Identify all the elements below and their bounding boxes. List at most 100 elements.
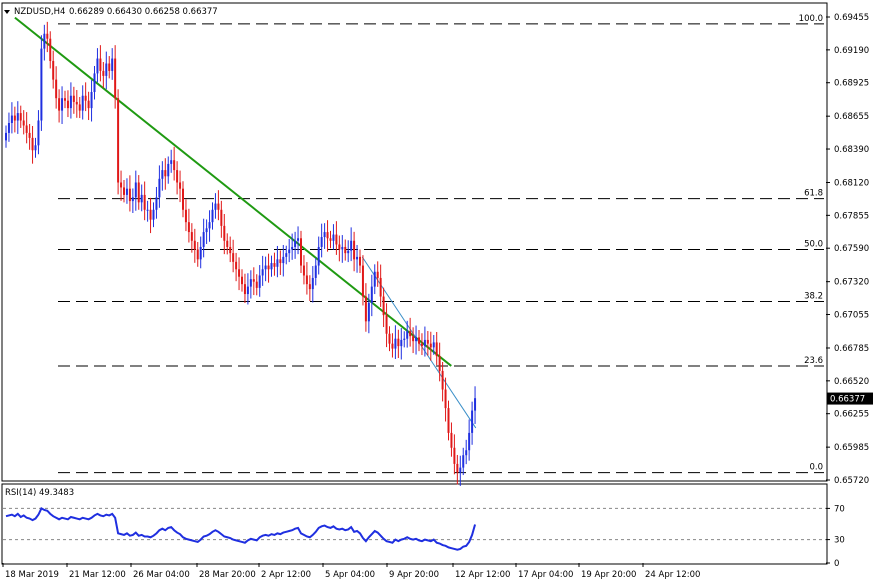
time-tick-label: 2 Apr 12:00: [261, 570, 311, 580]
bear-candle: [217, 190, 220, 221]
bull-candle: [61, 86, 64, 124]
price-tick-label: 0.65720: [834, 476, 869, 486]
rsi-header: RSI(14) 49.3483: [5, 488, 74, 498]
bear-candle: [117, 89, 120, 195]
time-tick-label: 19 Apr 20:00: [581, 570, 636, 580]
bear-candle: [453, 434, 456, 475]
rsi-tick-label: 70: [834, 504, 845, 514]
bull-candle: [294, 231, 297, 259]
chart-symbol: NZDUSD,H4: [14, 7, 65, 17]
bear-candle: [335, 221, 338, 255]
bull-candle: [208, 210, 211, 242]
bear-candle: [252, 267, 255, 296]
bull-candle: [81, 85, 84, 120]
fib-label: 61.8: [804, 189, 823, 199]
bull-candle: [16, 101, 19, 134]
bear-candle: [359, 249, 361, 273]
bear-candle: [72, 86, 75, 114]
bear-candle: [179, 170, 182, 203]
bear-candle: [190, 223, 193, 253]
bear-candle: [382, 287, 385, 328]
bull-candle: [341, 235, 344, 263]
chart-ohlc: 0.66289 0.66430 0.66258 0.66377: [69, 7, 218, 17]
bear-candle: [78, 96, 81, 119]
bear-candle: [143, 181, 146, 221]
bull-candle: [261, 255, 264, 286]
bear-candle: [149, 197, 152, 234]
bear-candle: [99, 45, 102, 82]
bear-candle: [418, 330, 420, 352]
bull-candle: [474, 386, 477, 424]
bear-candle: [226, 233, 229, 255]
bear-candle: [429, 331, 432, 361]
bear-candle: [64, 90, 66, 109]
bear-candle: [229, 236, 232, 263]
bear-candle: [182, 181, 184, 218]
time-axis: 18 Mar 2019 21 Mar 12:00 26 Mar 04:00 28 Ma…: [2, 563, 700, 580]
bull-candle: [415, 325, 418, 355]
bear-candle: [66, 90, 69, 118]
bull-candle: [40, 35, 43, 131]
bear-candle: [173, 146, 176, 181]
bull-candle: [423, 326, 426, 357]
bear-candle: [326, 220, 329, 252]
bear-candle: [108, 56, 111, 79]
bear-candle: [338, 235, 341, 262]
bull-candle: [134, 170, 137, 211]
fib-label: 0.0: [809, 463, 823, 473]
bull-candle: [347, 240, 350, 263]
rsi-line: [5, 507, 477, 551]
bear-candle: [25, 112, 28, 144]
bear-candle: [232, 239, 235, 273]
bull-candle: [43, 24, 46, 61]
bear-candle: [52, 50, 55, 89]
bear-candle: [223, 213, 226, 255]
bear-candle: [22, 110, 25, 135]
bull-candle: [202, 218, 205, 258]
bull-candle: [471, 401, 474, 445]
fib-label: 100.0: [799, 14, 823, 24]
bull-candle: [459, 455, 462, 486]
bear-candle: [193, 228, 196, 263]
bear-candle: [241, 269, 243, 292]
main-panel-frame: [1, 2, 828, 482]
bull-candle: [155, 186, 158, 219]
bear-candle: [379, 264, 382, 307]
price-tick-label: 0.66785: [834, 344, 869, 354]
bear-candle: [441, 361, 444, 402]
time-tick-label: 5 Apr 04:00: [325, 570, 375, 580]
bear-candle: [75, 90, 78, 118]
price-tick-label: 0.66520: [834, 377, 869, 387]
bear-candle: [391, 333, 394, 358]
bull-candle: [105, 51, 108, 90]
bull-candle: [323, 223, 326, 249]
bull-candle: [140, 184, 143, 212]
rsi-tick-label: 30: [834, 536, 845, 546]
bull-candle: [7, 112, 10, 142]
fibonacci-levels: 100.0 61.8 50.0 38.2 23.6 0.0: [58, 14, 824, 474]
rsi-series: 70 30 0: [3, 504, 845, 569]
bull-candle: [288, 239, 291, 263]
bear-candle: [120, 170, 123, 201]
bear-candle: [376, 261, 379, 287]
bull-candle: [158, 165, 161, 208]
bull-candle: [69, 82, 72, 119]
time-tick-label: 26 Mar 04:00: [133, 570, 190, 580]
bull-candle: [291, 233, 294, 260]
bull-candle: [249, 270, 252, 299]
price-tick-label: 0.67055: [834, 311, 869, 321]
price-tick-label: 0.67590: [834, 244, 869, 254]
bull-candle: [167, 156, 170, 184]
bear-candle: [58, 89, 61, 123]
bull-candle: [400, 328, 403, 360]
time-tick-label: 24 Apr 12:00: [645, 570, 700, 580]
time-tick-label: 17 Apr 04:00: [518, 570, 573, 580]
price-tick-label: 0.69455: [834, 13, 869, 23]
bear-candle: [385, 303, 388, 348]
dropdown-arrow-icon[interactable]: [4, 10, 10, 14]
bear-candle: [128, 175, 131, 212]
bear-candle: [102, 62, 105, 88]
price-tick-label: 0.68655: [834, 112, 869, 122]
bear-candle: [55, 66, 58, 109]
bull-candle: [214, 193, 217, 219]
